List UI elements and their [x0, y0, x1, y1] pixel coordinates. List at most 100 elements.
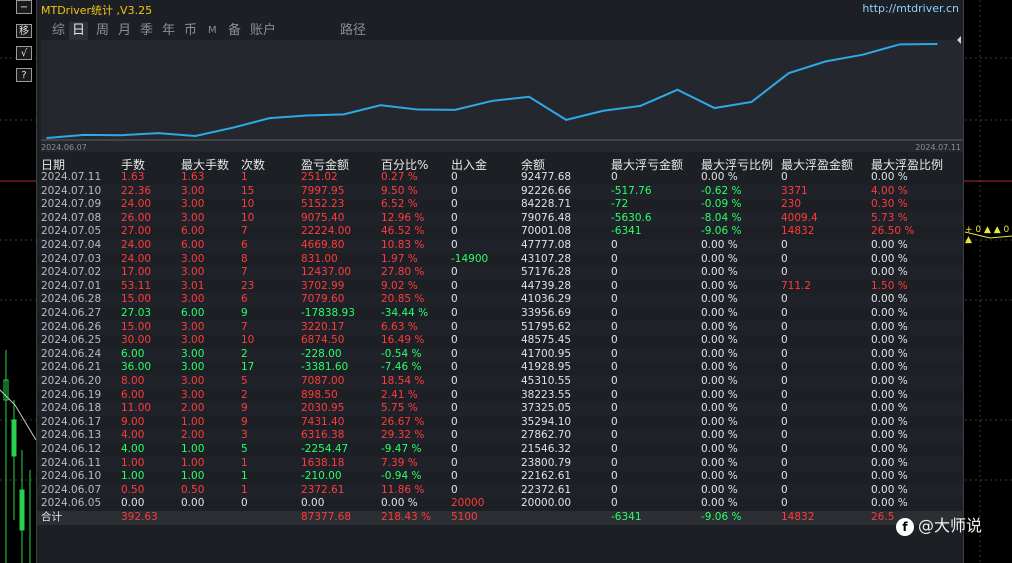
- column-header[interactable]: 盈亏金额: [301, 158, 350, 172]
- balance-point: [639, 105, 642, 107]
- help-button[interactable]: ?: [16, 68, 32, 82]
- cell-count: 23: [241, 279, 255, 292]
- table-row[interactable]: 2024.06.24 6.00 3.00 2 -228.00 -0.54 % 0 41700.…: [37, 347, 963, 362]
- cell-bal: 41928.95: [521, 361, 572, 374]
- cell-maxlots: 6.00: [181, 307, 205, 319]
- cell-maxlots: 3.00: [181, 375, 205, 387]
- cell-mfl: -6341: [611, 225, 642, 238]
- column-header[interactable]: 最大浮盈比例: [871, 158, 944, 172]
- table-row[interactable]: 2024.06.11 1.00 1.00 1 1638.18 7.39 % 0 23800.7…: [37, 456, 963, 471]
- cell-mfl: 0: [611, 470, 618, 483]
- column-header[interactable]: 最大手数: [181, 158, 230, 172]
- cell-lots: 24.00: [121, 239, 152, 251]
- table-row[interactable]: 2024.06.17 9.00 1.00 9 7431.40 26.67 % 0 35294.…: [37, 416, 963, 430]
- balance-point: [268, 117, 271, 119]
- cell-maxlots: 1.00: [181, 443, 205, 455]
- table-row[interactable]: 2024.06.18 11.00 2.00 9 2030.95 5.75 % 0 37325.…: [37, 402, 963, 417]
- tab-overview[interactable]: 综: [52, 23, 66, 38]
- cell-pl: 7087.00: [301, 375, 345, 387]
- tab-path[interactable]: 路径: [340, 23, 367, 38]
- tab-quarter[interactable]: 季: [140, 23, 154, 38]
- table-row[interactable]: 2024.06.07 0.50 0.50 1 2372.61 11.86 % 0 22372.…: [37, 483, 963, 498]
- cell-count: 6: [241, 293, 248, 306]
- table-row[interactable]: 2024.06.28 15.00 3.00 6 7079.60 20.85 % 0 41036…: [37, 293, 963, 308]
- cell-mfl: -517.76: [611, 184, 652, 197]
- cell-maxlots: 6.00: [181, 239, 205, 251]
- table-row[interactable]: 2024.06.21 36.00 3.00 17 -3381.60 -7.46 % 0 419…: [37, 361, 963, 375]
- cell-mfpp: 0.00 %: [871, 429, 908, 442]
- table-row[interactable]: 2024.07.05 27.00 6.00 7 22224.00 46.52 % 0 7000…: [37, 225, 963, 239]
- minimize-button[interactable]: −: [16, 0, 32, 14]
- cell-lots: 1.63: [121, 171, 145, 183]
- cell-bal: 84228.71: [521, 198, 572, 211]
- cell-pl: -210.00: [301, 470, 342, 483]
- cell-mfl: 0: [611, 483, 618, 496]
- table-row[interactable]: 2024.07.08 26.00 3.00 10 9075.40 12.96 % 0 7907…: [37, 211, 963, 226]
- tab-m[interactable]: M: [208, 25, 217, 36]
- cell-lots: 0.50: [121, 483, 145, 496]
- table-row[interactable]: 2024.06.20 8.00 3.00 5 7087.00 18.54 % 0 45310.…: [37, 375, 963, 389]
- cell-bal: 21546.32: [521, 443, 572, 455]
- cell-count: 7: [241, 266, 248, 279]
- table-row[interactable]: 2024.07.03 24.00 3.00 8 831.00 1.97 % -14900 43…: [37, 253, 963, 267]
- column-header[interactable]: 最大浮亏比例: [701, 158, 774, 172]
- total-mflp: -9.06 %: [701, 511, 742, 523]
- cell-pct: 46.52 %: [381, 225, 425, 238]
- table-row[interactable]: 2024.07.04 24.00 6.00 6 4669.80 10.83 % 0 47777…: [37, 239, 963, 253]
- table-row[interactable]: 2024.07.09 24.00 3.00 10 5152.23 6.52 % 0 84228…: [37, 198, 963, 212]
- cell-pl: 9075.40: [301, 211, 345, 224]
- cell-date: 2024.07.03: [41, 252, 102, 265]
- tab-currency[interactable]: 币: [184, 23, 198, 38]
- table-row[interactable]: 2024.06.19 6.00 3.00 2 898.50 2.41 % 0 38223.55…: [37, 389, 963, 403]
- table-row[interactable]: 2024.07.11 1.63 1.63 1 251.02 0.27 % 0 92477.68…: [37, 171, 963, 185]
- column-header[interactable]: 出入金: [451, 158, 488, 172]
- table-row[interactable]: 2024.06.27 27.03 6.00 9 -17838.93 -34.44 % 0 33…: [37, 307, 963, 321]
- cell-date: 2024.06.10: [41, 470, 102, 483]
- balance-point: [194, 135, 197, 137]
- check-button[interactable]: √: [16, 46, 32, 60]
- website-link[interactable]: http://mtdriver.cn: [862, 2, 959, 15]
- cell-count: 9: [241, 307, 248, 319]
- column-header[interactable]: 百分比%: [381, 158, 429, 172]
- cell-mfl: 0: [611, 252, 618, 265]
- column-header[interactable]: 最大浮亏金额: [611, 158, 684, 172]
- table-row[interactable]: 2024.06.25 30.00 3.00 10 6874.50 16.49 % 0 4857…: [37, 334, 963, 348]
- total-mfl: -6341: [611, 511, 642, 523]
- cell-count: 1: [241, 171, 248, 183]
- collapse-arrow-icon[interactable]: [957, 36, 961, 44]
- cell-date: 2024.06.07: [41, 483, 102, 496]
- cell-mfp: 0: [781, 402, 788, 415]
- cell-maxlots: 3.01: [181, 279, 205, 292]
- column-header[interactable]: 手数: [121, 158, 146, 172]
- move-button[interactable]: 移: [16, 24, 32, 38]
- window-title: MTDriver统计 ,V3.25: [41, 4, 153, 17]
- table-row[interactable]: 2024.06.12 4.00 1.00 5 -2254.47 -9.47 % 0 21546…: [37, 443, 963, 457]
- column-header[interactable]: 余额: [521, 158, 546, 172]
- cell-mfl: 0: [611, 320, 618, 333]
- tab-month[interactable]: 月: [118, 23, 132, 38]
- cell-io: 0: [451, 402, 458, 415]
- cell-mfl: 0: [611, 307, 618, 319]
- cell-lots: 11.00: [121, 402, 152, 415]
- column-header[interactable]: 最大浮盈金额: [781, 158, 854, 172]
- table-row[interactable]: 2024.07.10 22.36 3.00 15 7997.95 9.50 % 0 92226…: [37, 184, 963, 199]
- table-row[interactable]: 2024.07.01 53.11 3.01 23 3702.99 9.02 % 0 44739…: [37, 280, 963, 294]
- cell-pct: 7.39 %: [381, 456, 418, 469]
- column-header[interactable]: 次数: [241, 158, 266, 172]
- tab-account[interactable]: 账户: [250, 23, 277, 38]
- tab-backup[interactable]: 备: [228, 23, 242, 38]
- tab-day[interactable]: 日: [69, 22, 89, 40]
- table-row[interactable]: 2024.06.26 15.00 3.00 7 3220.17 6.63 % 0 51795.…: [37, 320, 963, 335]
- table-row[interactable]: 2024.06.13 4.00 2.00 3 6316.38 29.32 % 0 27862.…: [37, 429, 963, 444]
- table-row[interactable]: 2024.07.02 17.00 3.00 7 12437.00 27.80 % 0 5717…: [37, 266, 963, 281]
- table-row[interactable]: 2024.06.05 0.00 0.00 0 0.00 0.00 % 20000 20000.…: [37, 497, 963, 511]
- cell-mfpp: 26.50 %: [871, 225, 915, 238]
- tab-week[interactable]: 周: [96, 23, 110, 38]
- column-header[interactable]: 日期: [41, 158, 66, 172]
- table-row[interactable]: 2024.06.10 1.00 1.00 1 -210.00 -0.94 % 0 22162.…: [37, 470, 963, 484]
- cell-mflp: -0.09 %: [701, 198, 742, 211]
- cell-count: 9: [241, 415, 248, 428]
- cell-mfp: 0: [781, 266, 788, 279]
- cell-mflp: 0.00 %: [701, 307, 738, 319]
- tab-year[interactable]: 年: [162, 23, 176, 38]
